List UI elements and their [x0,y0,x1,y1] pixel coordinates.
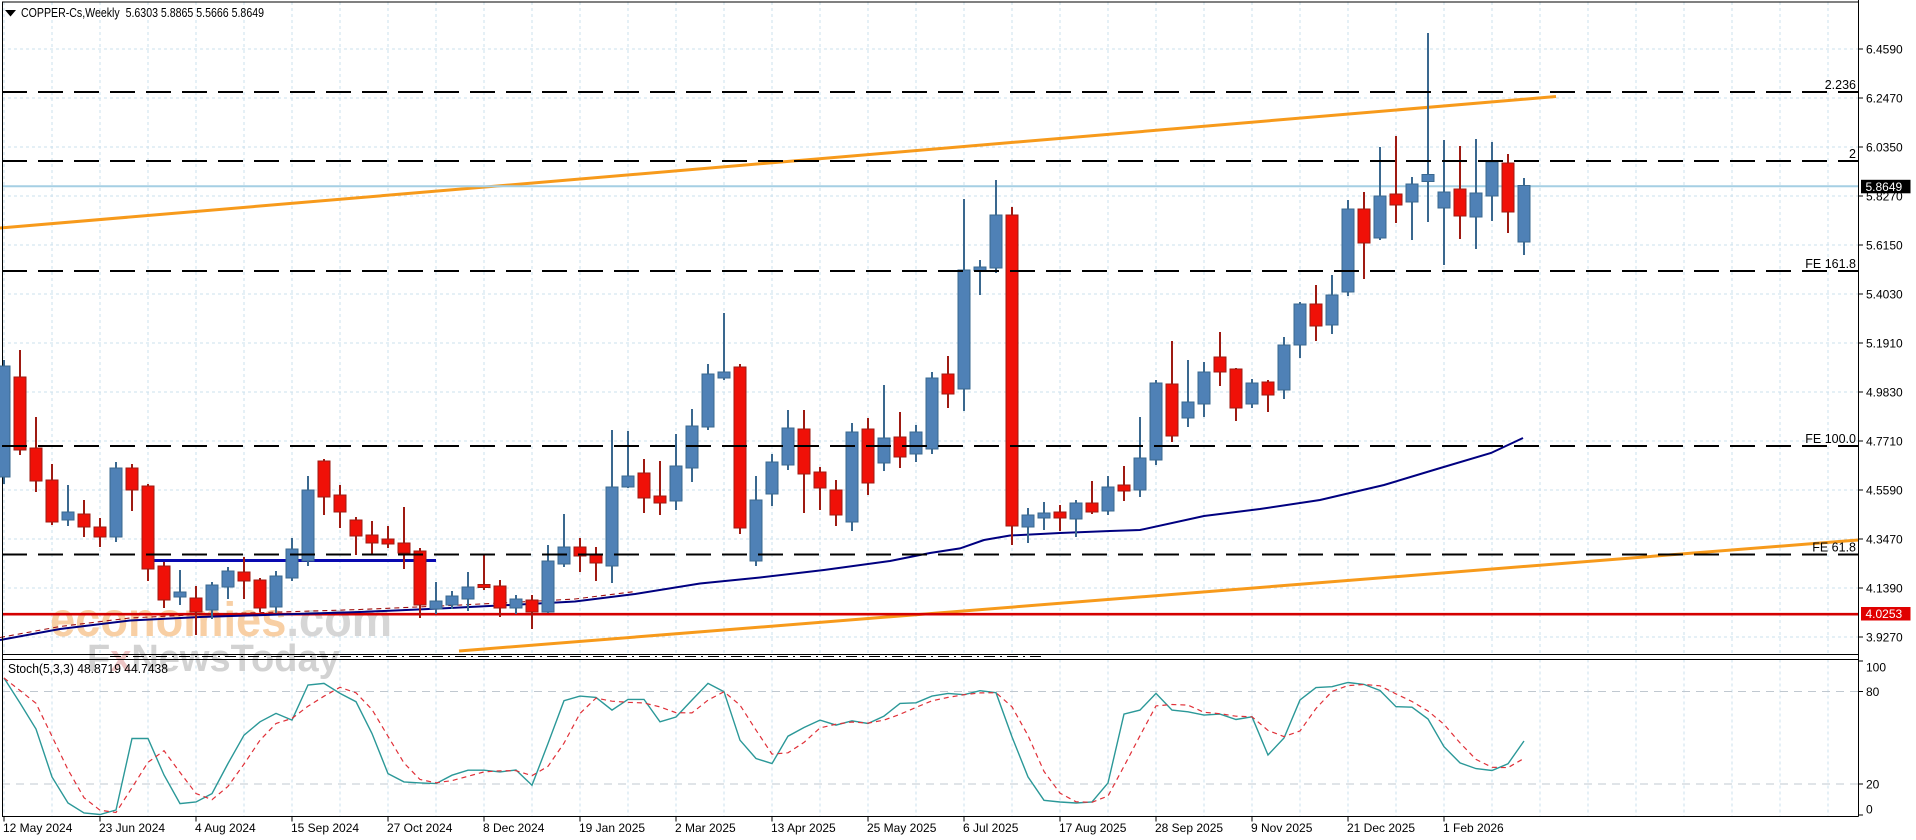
svg-text:2 Mar 2025: 2 Mar 2025 [675,821,736,835]
svg-text:1 Feb 2026: 1 Feb 2026 [1443,821,1504,835]
svg-text:4.3470: 4.3470 [1866,533,1903,547]
svg-text:4.7710: 4.7710 [1866,435,1903,449]
svg-text:4.9830: 4.9830 [1866,386,1903,400]
svg-text:19 Jan 2025: 19 Jan 2025 [579,821,645,835]
svg-text:5.4030: 5.4030 [1866,288,1903,302]
svg-text:6.4590: 6.4590 [1866,43,1903,57]
svg-text:FE 61.8: FE 61.8 [1812,541,1856,555]
svg-text:15 Sep 2024: 15 Sep 2024 [291,821,359,835]
svg-text:5.1910: 5.1910 [1866,337,1903,351]
svg-text:2: 2 [1849,147,1856,161]
svg-text:9 Nov 2025: 9 Nov 2025 [1251,821,1313,835]
svg-text:3.9270: 3.9270 [1866,631,1903,645]
svg-text:COPPER-Cs,Weekly 5.6303 5.886: COPPER-Cs,Weekly 5.6303 5.8865 5.5666 5.… [21,6,264,20]
svg-text:80: 80 [1866,685,1880,699]
svg-text:Stoch(5,3,3) 48.8719 44.7438: Stoch(5,3,3) 48.8719 44.7438 [8,662,168,676]
svg-text:21 Dec 2025: 21 Dec 2025 [1347,821,1415,835]
svg-text:FE 100.0: FE 100.0 [1805,432,1856,446]
svg-text:100: 100 [1866,661,1886,675]
svg-text:8 Dec 2024: 8 Dec 2024 [483,821,545,835]
svg-text:FE 161.8: FE 161.8 [1805,257,1856,271]
svg-text:2.236: 2.236 [1825,78,1856,92]
svg-text:4.0253: 4.0253 [1866,607,1903,621]
svg-text:27 Oct 2024: 27 Oct 2024 [387,821,453,835]
svg-text:23 Jun 2024: 23 Jun 2024 [99,821,165,835]
svg-text:17 Aug 2025: 17 Aug 2025 [1059,821,1127,835]
svg-text:6.2470: 6.2470 [1866,92,1903,106]
svg-text:5.6150: 5.6150 [1866,239,1903,253]
svg-text:0: 0 [1866,803,1873,817]
svg-text:12 May 2024: 12 May 2024 [3,821,73,835]
svg-text:25 May 2025: 25 May 2025 [867,821,937,835]
svg-text:28 Sep 2025: 28 Sep 2025 [1155,821,1223,835]
svg-text:4.5590: 4.5590 [1866,484,1903,498]
svg-text:20: 20 [1866,778,1880,792]
svg-text:4 Aug 2024: 4 Aug 2024 [195,821,256,835]
svg-text:5.8649: 5.8649 [1866,180,1903,194]
svg-text:6 Jul 2025: 6 Jul 2025 [963,821,1019,835]
svg-text:6.0350: 6.0350 [1866,141,1903,155]
svg-text:4.1390: 4.1390 [1866,582,1903,596]
svg-text:13 Apr 2025: 13 Apr 2025 [771,821,836,835]
